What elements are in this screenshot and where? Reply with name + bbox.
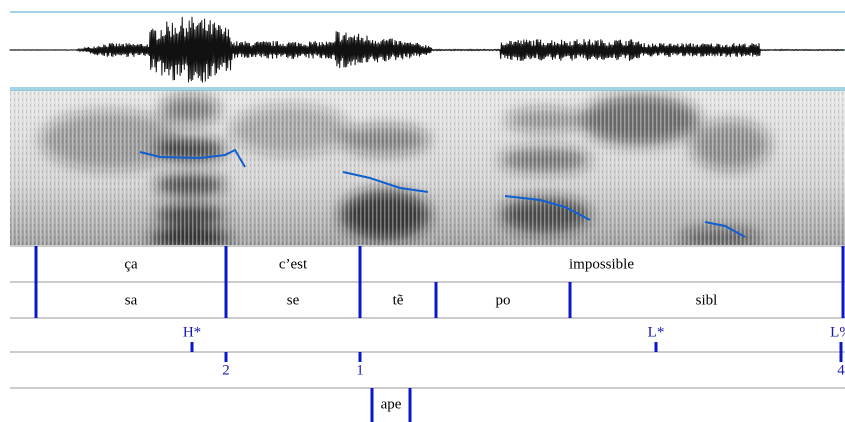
tone-label: L% (830, 324, 845, 340)
interval-label: sa (125, 292, 138, 308)
interval-label: c’est (279, 256, 308, 272)
waveform (10, 12, 845, 88)
textgrid: ça c’est impossible sa se tẽ po sibl H* L* L% 2 1 4 ap… (36, 246, 845, 422)
tone-label: L* (648, 324, 665, 340)
interval-label: po (496, 292, 511, 308)
spectrogram (10, 90, 845, 248)
interval-label: ça (124, 256, 138, 272)
praat-editor: ça c’est impossible sa se tẽ po sibl H* L* L% 2 1 4 ap… (0, 0, 845, 422)
interval-label: impossible (569, 256, 634, 272)
interval-label: sibl (696, 292, 718, 308)
misc-label: ape (381, 396, 402, 412)
break-label: 4 (837, 362, 845, 378)
break-label: 1 (356, 362, 364, 378)
tone-label: H* (183, 324, 201, 340)
interval-label: se (287, 292, 300, 308)
interval-label: tẽ (393, 292, 404, 308)
break-label: 2 (222, 362, 230, 378)
